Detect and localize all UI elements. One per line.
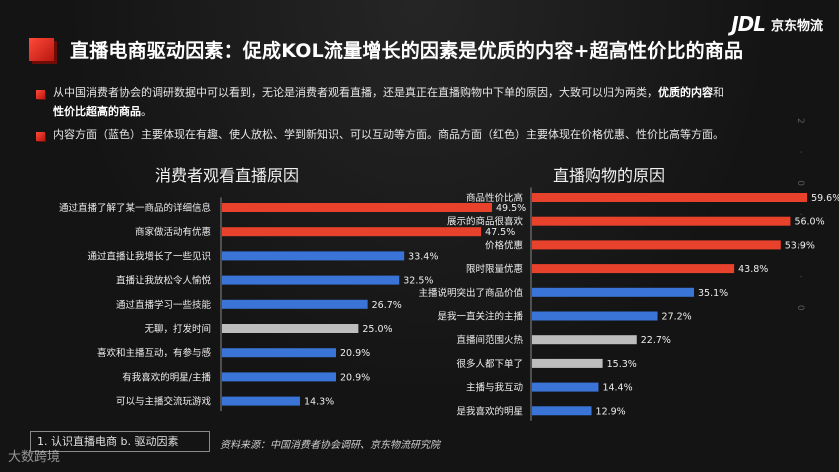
chart-1-category-label: 直播间范围火热 [456, 334, 523, 346]
title-cube-icon [29, 38, 54, 61]
chart-1-category-label: 是我喜欢的明星 [456, 405, 523, 417]
chart-0-value-label: 33.4% [408, 251, 438, 262]
brand-logo: JDL 京东物流 [731, 12, 823, 36]
chart-0-category-label: 无聊，打发时间 [144, 323, 211, 335]
chart-1-category-label: 价格优惠 [485, 239, 523, 251]
chart-0-category-label: 通过直播学习一些技能 [116, 299, 212, 311]
chart-1-bar [532, 406, 592, 416]
page-title: 直播电商驱动因素：促成KOL流量增长的因素是优质的内容+超高性价比的商品 [70, 40, 744, 62]
chart-0-bar [222, 275, 400, 285]
chart-0-value-label: 49.5% [496, 203, 526, 214]
chart-1-category-label: 主播说明突出了商品价值 [418, 287, 523, 299]
bullet-1-bold-2: 性价比超高的商品 [53, 105, 141, 118]
chart-1-bar [532, 287, 694, 297]
bullet-text-1: 从中国消费者协会的调研数据中可以看到，无论是消费者观看直播，还是真正在直播购物中… [53, 83, 724, 121]
chart-0-value-label: 47.5% [485, 227, 515, 238]
chart-1-category-label: 是我一直关注的主播 [437, 311, 523, 323]
chart-1-category-label: 展示的商品很喜欢 [447, 216, 524, 228]
chart-title-watch: 消费者观看直播原因 [155, 166, 300, 185]
bullet-text-2: 内容方面（蓝色）主要体现在有趣、使人放松、学到新知识、可以互动等方面。商品方面（… [53, 128, 724, 141]
bullet-1-line1: 从中国消费者协会的调研数据中可以看到，无论是消费者观看直播，还是真正在直播购物中… [53, 86, 658, 99]
vertical-year-text: 2 · 0 · 2 · 0 [795, 118, 805, 323]
brand-name: 京东物流 [770, 18, 823, 34]
chart-0-bar [222, 324, 359, 333]
chart-1-bar [532, 216, 791, 226]
chart-0-bar [222, 299, 368, 309]
chart-1-bar [532, 240, 781, 250]
bullet-icon [36, 90, 45, 99]
chart-0-category-label: 喜欢和主播互动，有参与感 [97, 347, 212, 359]
chart-0-value-label: 20.9% [340, 372, 370, 383]
brand-mark: JDL [731, 12, 766, 36]
chart-1-bar [532, 358, 603, 368]
chart-1-value-label: 15.3% [607, 359, 637, 370]
chart-0-bar [222, 348, 336, 358]
chart-1-bar [532, 382, 599, 392]
chart-0-category-label: 可以与主播交流玩游戏 [116, 396, 212, 408]
chart-0-bar [222, 203, 492, 212]
bullet-icon [36, 132, 45, 141]
chart-1-value-label: 56.0% [794, 217, 824, 228]
chart-1-value-label: 14.4% [602, 383, 632, 394]
chart-0-category-label: 通过直播了解了某一商品的详细信息 [59, 202, 211, 214]
bullet-1-bold-1: 优质的内容 [658, 86, 713, 99]
chart-0-category-label: 商家做活动有优惠 [135, 226, 211, 238]
chart-0-value-label: 14.3% [304, 397, 334, 408]
chart-0-value-label: 26.7% [372, 300, 402, 311]
chart-title-buy: 直播购物的原因 [553, 166, 666, 185]
chart-0-value-label: 25.0% [362, 324, 392, 335]
watermark: 大数跨境 [8, 450, 61, 465]
bullet-1-line2-end: 。 [141, 105, 152, 118]
chart-1-value-label: 53.9% [785, 240, 815, 251]
chart-1-category-label: 限时限量优惠 [466, 263, 523, 275]
source-note: 资料来源：中国消费者协会调研、京东物流研究院 [220, 440, 440, 451]
chart-1-category-label: 主播与我互动 [466, 382, 523, 394]
chart-1-value-label: 12.9% [596, 406, 626, 417]
chart-1-value-label: 59.6% [811, 193, 839, 204]
chart-1-value-label: 43.8% [738, 264, 768, 275]
chart-1-category-label: 很多人都下单了 [456, 358, 523, 370]
chart-1-bar [532, 193, 808, 202]
chart-1-value-label: 35.1% [698, 288, 728, 299]
bullet-1-line1-end: 和 [713, 86, 724, 99]
chart-1-value-label: 27.2% [662, 312, 692, 323]
chart-1-bar [532, 311, 658, 321]
chart-0-value-label: 20.9% [340, 348, 370, 359]
chart-0-category-label: 直播让我放松令人愉悦 [116, 275, 212, 287]
chart-1-bar [532, 264, 735, 274]
chart-0-bar [222, 227, 482, 237]
chart-0-category-label: 通过直播让我增长了一些见识 [87, 250, 211, 262]
chart-0-category-label: 有我喜欢的明星/主播 [122, 371, 211, 383]
chart-0-value-label: 32.5% [403, 276, 433, 287]
chart-1-bar [532, 335, 637, 345]
chart-0-bar [222, 372, 336, 382]
section-breadcrumb[interactable]: 1. 认识直播电商 b. 驱动因素 [30, 431, 210, 452]
chart-1-value-label: 22.7% [641, 335, 671, 346]
chart-1-category-label: 商品性价比高 [466, 192, 523, 204]
chart-0-bar [222, 396, 300, 406]
chart-0-bar [222, 251, 405, 261]
